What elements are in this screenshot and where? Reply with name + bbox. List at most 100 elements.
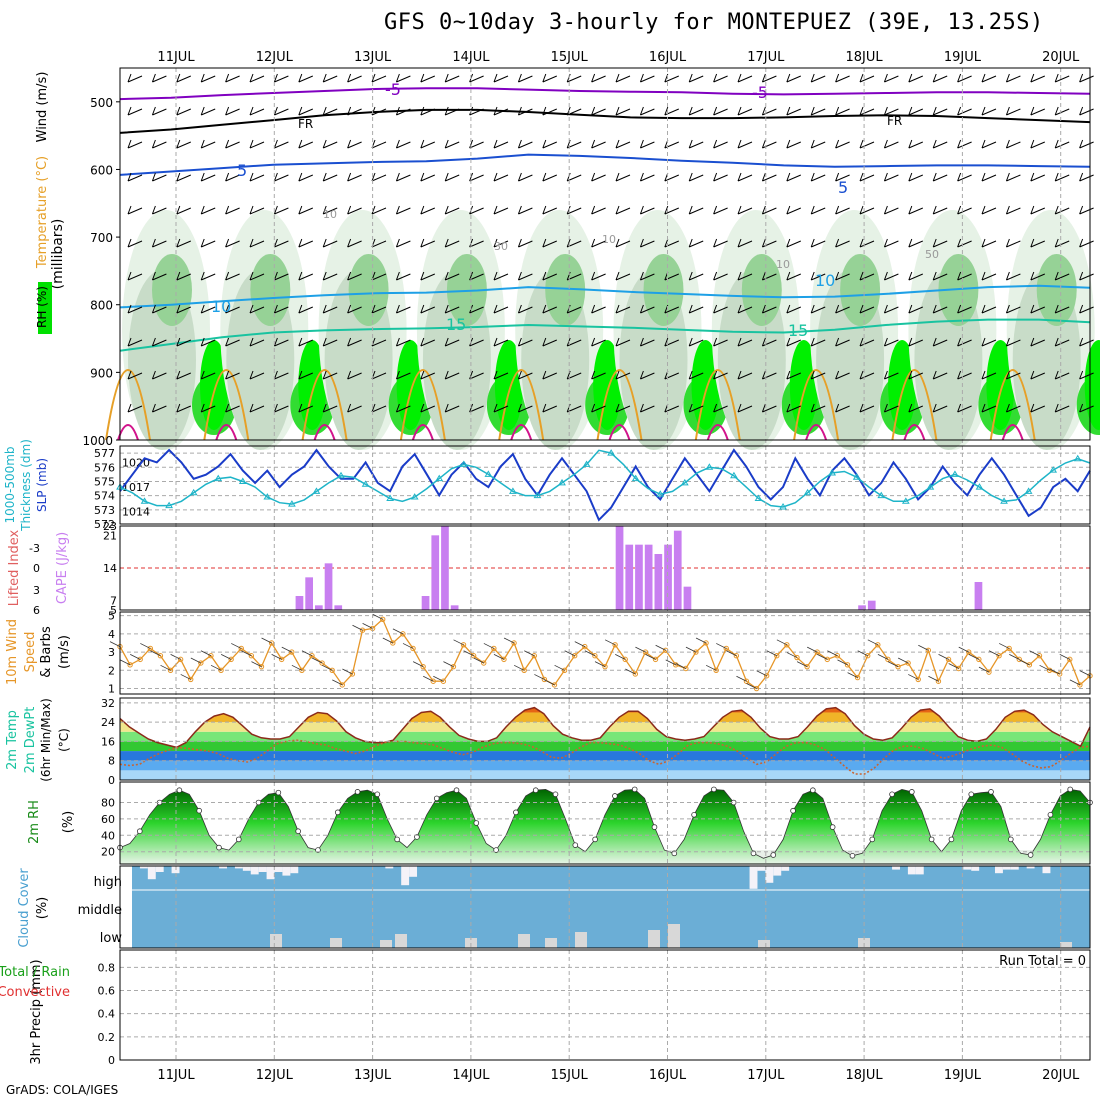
wind-marker bbox=[955, 665, 962, 672]
rh-marker bbox=[334, 809, 341, 816]
wind-barb bbox=[225, 370, 240, 380]
wind-barb bbox=[615, 403, 631, 413]
isotherm-20 bbox=[399, 369, 446, 441]
x-label-top: 12JUL bbox=[256, 50, 294, 65]
rh-marker bbox=[810, 787, 816, 793]
temp-band bbox=[120, 731, 1090, 742]
wind-barb bbox=[322, 403, 338, 413]
wind-marker bbox=[349, 671, 356, 677]
wind-marker bbox=[824, 656, 830, 663]
wind-barb-10m bbox=[776, 639, 788, 646]
wind-marker bbox=[450, 663, 457, 670]
wind-barb-10m bbox=[685, 646, 697, 653]
wind-barb-10m bbox=[726, 650, 737, 657]
isotherm-line bbox=[119, 108, 1091, 134]
wind-barb bbox=[249, 271, 265, 281]
rh-marker bbox=[216, 844, 222, 851]
wind-marker bbox=[521, 667, 527, 674]
rh-marker bbox=[473, 820, 480, 826]
wind-barb bbox=[737, 73, 753, 83]
wind-barb bbox=[542, 271, 557, 281]
wind-marker bbox=[440, 678, 447, 684]
x-label-bottom: 12JUL bbox=[256, 1068, 294, 1083]
wind-barb-10m bbox=[918, 644, 929, 651]
wind-barb bbox=[1005, 370, 1021, 380]
wind-marker bbox=[865, 653, 871, 659]
wind-marker bbox=[400, 631, 406, 637]
wind-barb bbox=[932, 403, 948, 413]
rh-tick: 20 bbox=[101, 846, 115, 859]
wind-barb bbox=[591, 370, 606, 380]
wind-barb bbox=[371, 205, 387, 215]
wind-barb bbox=[688, 238, 704, 248]
wind-barb-10m bbox=[433, 675, 444, 682]
cloud-high-bar bbox=[242, 866, 251, 871]
wind-barb bbox=[591, 106, 606, 116]
wind-barb-10m bbox=[817, 654, 828, 660]
wind-marker bbox=[683, 665, 689, 672]
thickness-marker bbox=[582, 460, 591, 467]
wind-barb bbox=[615, 172, 631, 182]
wind-barb bbox=[786, 403, 801, 413]
wind-barb-10m bbox=[645, 654, 656, 660]
li-tick: -3 bbox=[29, 542, 40, 555]
rh-blob-moist bbox=[840, 254, 881, 326]
wind-barb bbox=[469, 205, 484, 215]
wind-barb bbox=[688, 73, 704, 83]
thickness-label: 1000-500mb bbox=[3, 446, 17, 523]
wind-marker bbox=[844, 662, 851, 668]
wind-barb-10m bbox=[988, 650, 1000, 657]
wind-barb-10m bbox=[786, 652, 798, 658]
wind-barb-10m bbox=[1049, 668, 1060, 675]
wind-barb bbox=[200, 403, 216, 413]
wind-barb bbox=[957, 106, 972, 116]
wind-barb-10m bbox=[807, 646, 818, 653]
wind-barb bbox=[322, 172, 338, 182]
wind-tick: 4 bbox=[108, 628, 115, 641]
rh-marker bbox=[552, 791, 559, 798]
x-label-top: 14JUL bbox=[452, 50, 490, 65]
wind-barb bbox=[957, 172, 972, 182]
wind-barb bbox=[859, 139, 875, 149]
wind-barb bbox=[395, 271, 411, 281]
wind-barb bbox=[981, 304, 997, 314]
wind-barb-10m bbox=[241, 650, 252, 657]
wind-barb bbox=[444, 271, 460, 281]
wind-barb bbox=[1079, 370, 1094, 380]
wind-barb bbox=[713, 73, 728, 83]
thickness-tick: 576 bbox=[94, 461, 115, 474]
wind-marker bbox=[359, 627, 366, 633]
wind-barb bbox=[200, 73, 216, 83]
cloud-high-bar bbox=[139, 866, 148, 869]
contour-label: FR bbox=[887, 114, 902, 128]
contour-label: FR bbox=[298, 117, 313, 131]
wind-barbs bbox=[127, 73, 1094, 413]
wind-barb bbox=[225, 337, 240, 347]
wind-barb bbox=[591, 139, 606, 149]
wind-barb bbox=[176, 304, 191, 314]
thickness-marker bbox=[509, 487, 517, 494]
wind-barb bbox=[444, 205, 460, 215]
wind-barb bbox=[835, 304, 850, 314]
wind-barb bbox=[298, 271, 313, 281]
wind-barb bbox=[859, 370, 875, 380]
temp-band bbox=[120, 770, 1090, 780]
wind-barb bbox=[1030, 304, 1045, 314]
rh-marker bbox=[532, 787, 539, 793]
panel-frame bbox=[119, 525, 1091, 611]
wind-barb bbox=[200, 271, 216, 281]
rh-shading bbox=[122, 210, 1100, 450]
wind-barb bbox=[1054, 205, 1070, 215]
wind-barb bbox=[883, 238, 899, 248]
wind-barb bbox=[176, 370, 191, 380]
rh-marker bbox=[928, 836, 935, 843]
isotherm-20 bbox=[694, 369, 741, 441]
wind-barb bbox=[688, 205, 704, 215]
wind-barb bbox=[786, 271, 801, 281]
wind-barb bbox=[737, 271, 753, 281]
wind-barb bbox=[810, 337, 826, 347]
wind-marker bbox=[329, 667, 335, 674]
wind-barb bbox=[761, 337, 777, 347]
wind-barb-10m bbox=[190, 657, 202, 664]
rh-area bbox=[119, 788, 1091, 865]
